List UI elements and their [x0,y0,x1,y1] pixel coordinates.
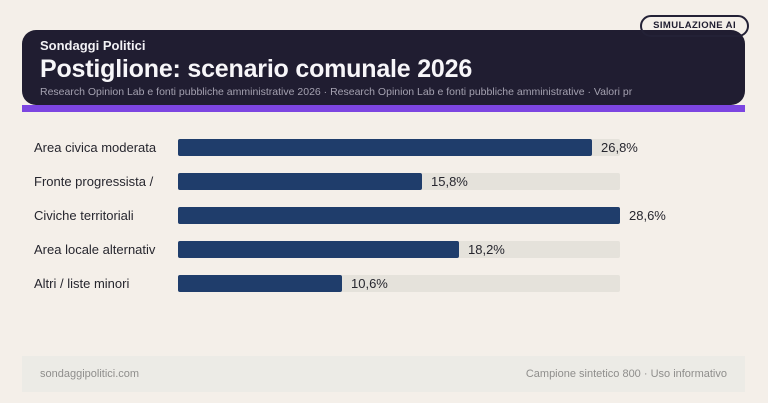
bar-row: Area locale alternativ 18,2% [0,241,768,258]
bar-value: 18,2% [468,242,505,257]
bar-row: Altri / liste minori 10,6% [0,275,768,292]
bar-label: Area locale alternativ [34,242,156,257]
bar-row: Civiche territoriali 28,6% [0,207,768,224]
source-subtitle: Research Opinion Lab e fonti pubbliche a… [40,86,633,98]
footer: sondaggipolitici.com Campione sintetico … [22,356,745,392]
bar-row: Fronte progressista / 15,8% [0,173,768,190]
brand-kicker: Sondaggi Politici [40,38,146,53]
bar [178,173,422,190]
bar [178,275,342,292]
bar-label: Fronte progressista / [34,174,154,189]
bar-chart: Area civica moderata 26,8% Fronte progress… [0,139,768,309]
footer-sample-note: Campione sintetico 800 · Uso informativo [525,368,727,380]
simulation-ai-badge: SIMULAZIONE AI [640,15,749,37]
bar [178,207,620,224]
bar-value: 28,6% [629,208,666,223]
bar-label: Civiche territoriali [34,208,134,223]
bar-label: Altri / liste minori [34,276,130,291]
bar-label: Area civica moderata [34,140,157,155]
bar-value: 10,6% [351,276,388,291]
header-panel: Sondaggi Politici Postiglione: scenario … [22,30,745,105]
page-title: Postiglione: scenario comunale 2026 [40,55,473,83]
footer-site-text: sondaggipolitici.com [40,368,140,380]
bar-track [178,275,620,292]
bar-track [178,241,620,258]
bar-track [178,139,620,156]
bar [178,241,459,258]
bar [178,139,592,156]
bar-track [178,173,620,190]
bar-value: 15,8% [431,174,468,189]
bar-row: Area civica moderata 26,8% [0,139,768,156]
purple-accent-bar [22,105,745,112]
bar-track [178,207,620,224]
bar-value: 26,8% [601,140,638,155]
